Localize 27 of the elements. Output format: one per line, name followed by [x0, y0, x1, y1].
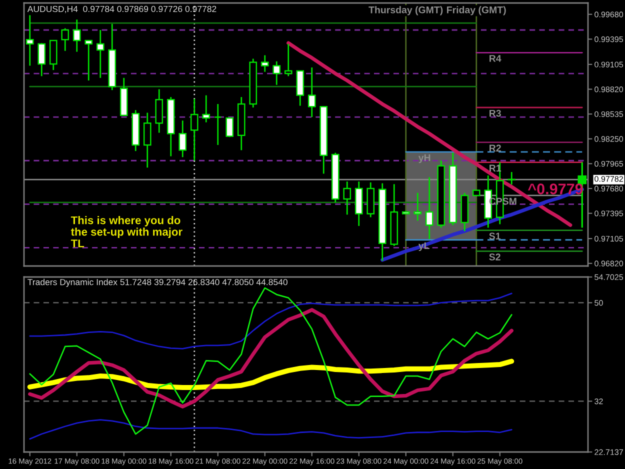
series-label: S1 — [489, 232, 500, 240]
chart-title: AUDUSD,H4 0.97784 0.97869 0.97726 0.97782 — [27, 6, 216, 14]
series-label: R4 — [490, 55, 502, 62]
y-tick-label: 0.97105 — [594, 236, 624, 242]
series-label: S2 — [489, 254, 500, 260]
y-tick-label: 0.98820 — [594, 86, 624, 92]
y-tick-label: 32 — [594, 398, 603, 404]
y-tick-label: 0.97965 — [594, 160, 624, 167]
ref-line-label: 0.97782 — [594, 176, 623, 182]
y-tick-label: 0.98250 — [594, 136, 624, 142]
y-tick-label: 0.98535 — [594, 111, 624, 118]
chart-title: Traders Dynamic Index 51.7248 39.2794 26.8340 47.8050 44.8540 — [28, 278, 288, 287]
annotation: Friday (GMT) — [447, 6, 506, 16]
y-tick-label: 0.99105 — [594, 62, 624, 68]
series-label: R2 — [490, 144, 501, 152]
y-tick-label: 0.99395 — [594, 36, 624, 42]
y-tick-label: 0.97395 — [594, 210, 624, 216]
y-tick-label: 50 — [594, 300, 603, 306]
y-tick-label: 0.96820 — [594, 260, 624, 266]
y-tick-label: 22.7137 — [594, 449, 623, 455]
y-tick-label: 54.7025 — [594, 274, 624, 280]
y-tick-label: 0.99680 — [594, 12, 624, 18]
annotation: This is where you do the set-up with major TL — [70, 216, 182, 248]
series-label: R3 — [490, 110, 501, 117]
annotation: Thursday (GMT) — [368, 6, 443, 16]
series-label: yH — [418, 154, 430, 164]
y-tick-label: 0.97680 — [594, 186, 624, 192]
